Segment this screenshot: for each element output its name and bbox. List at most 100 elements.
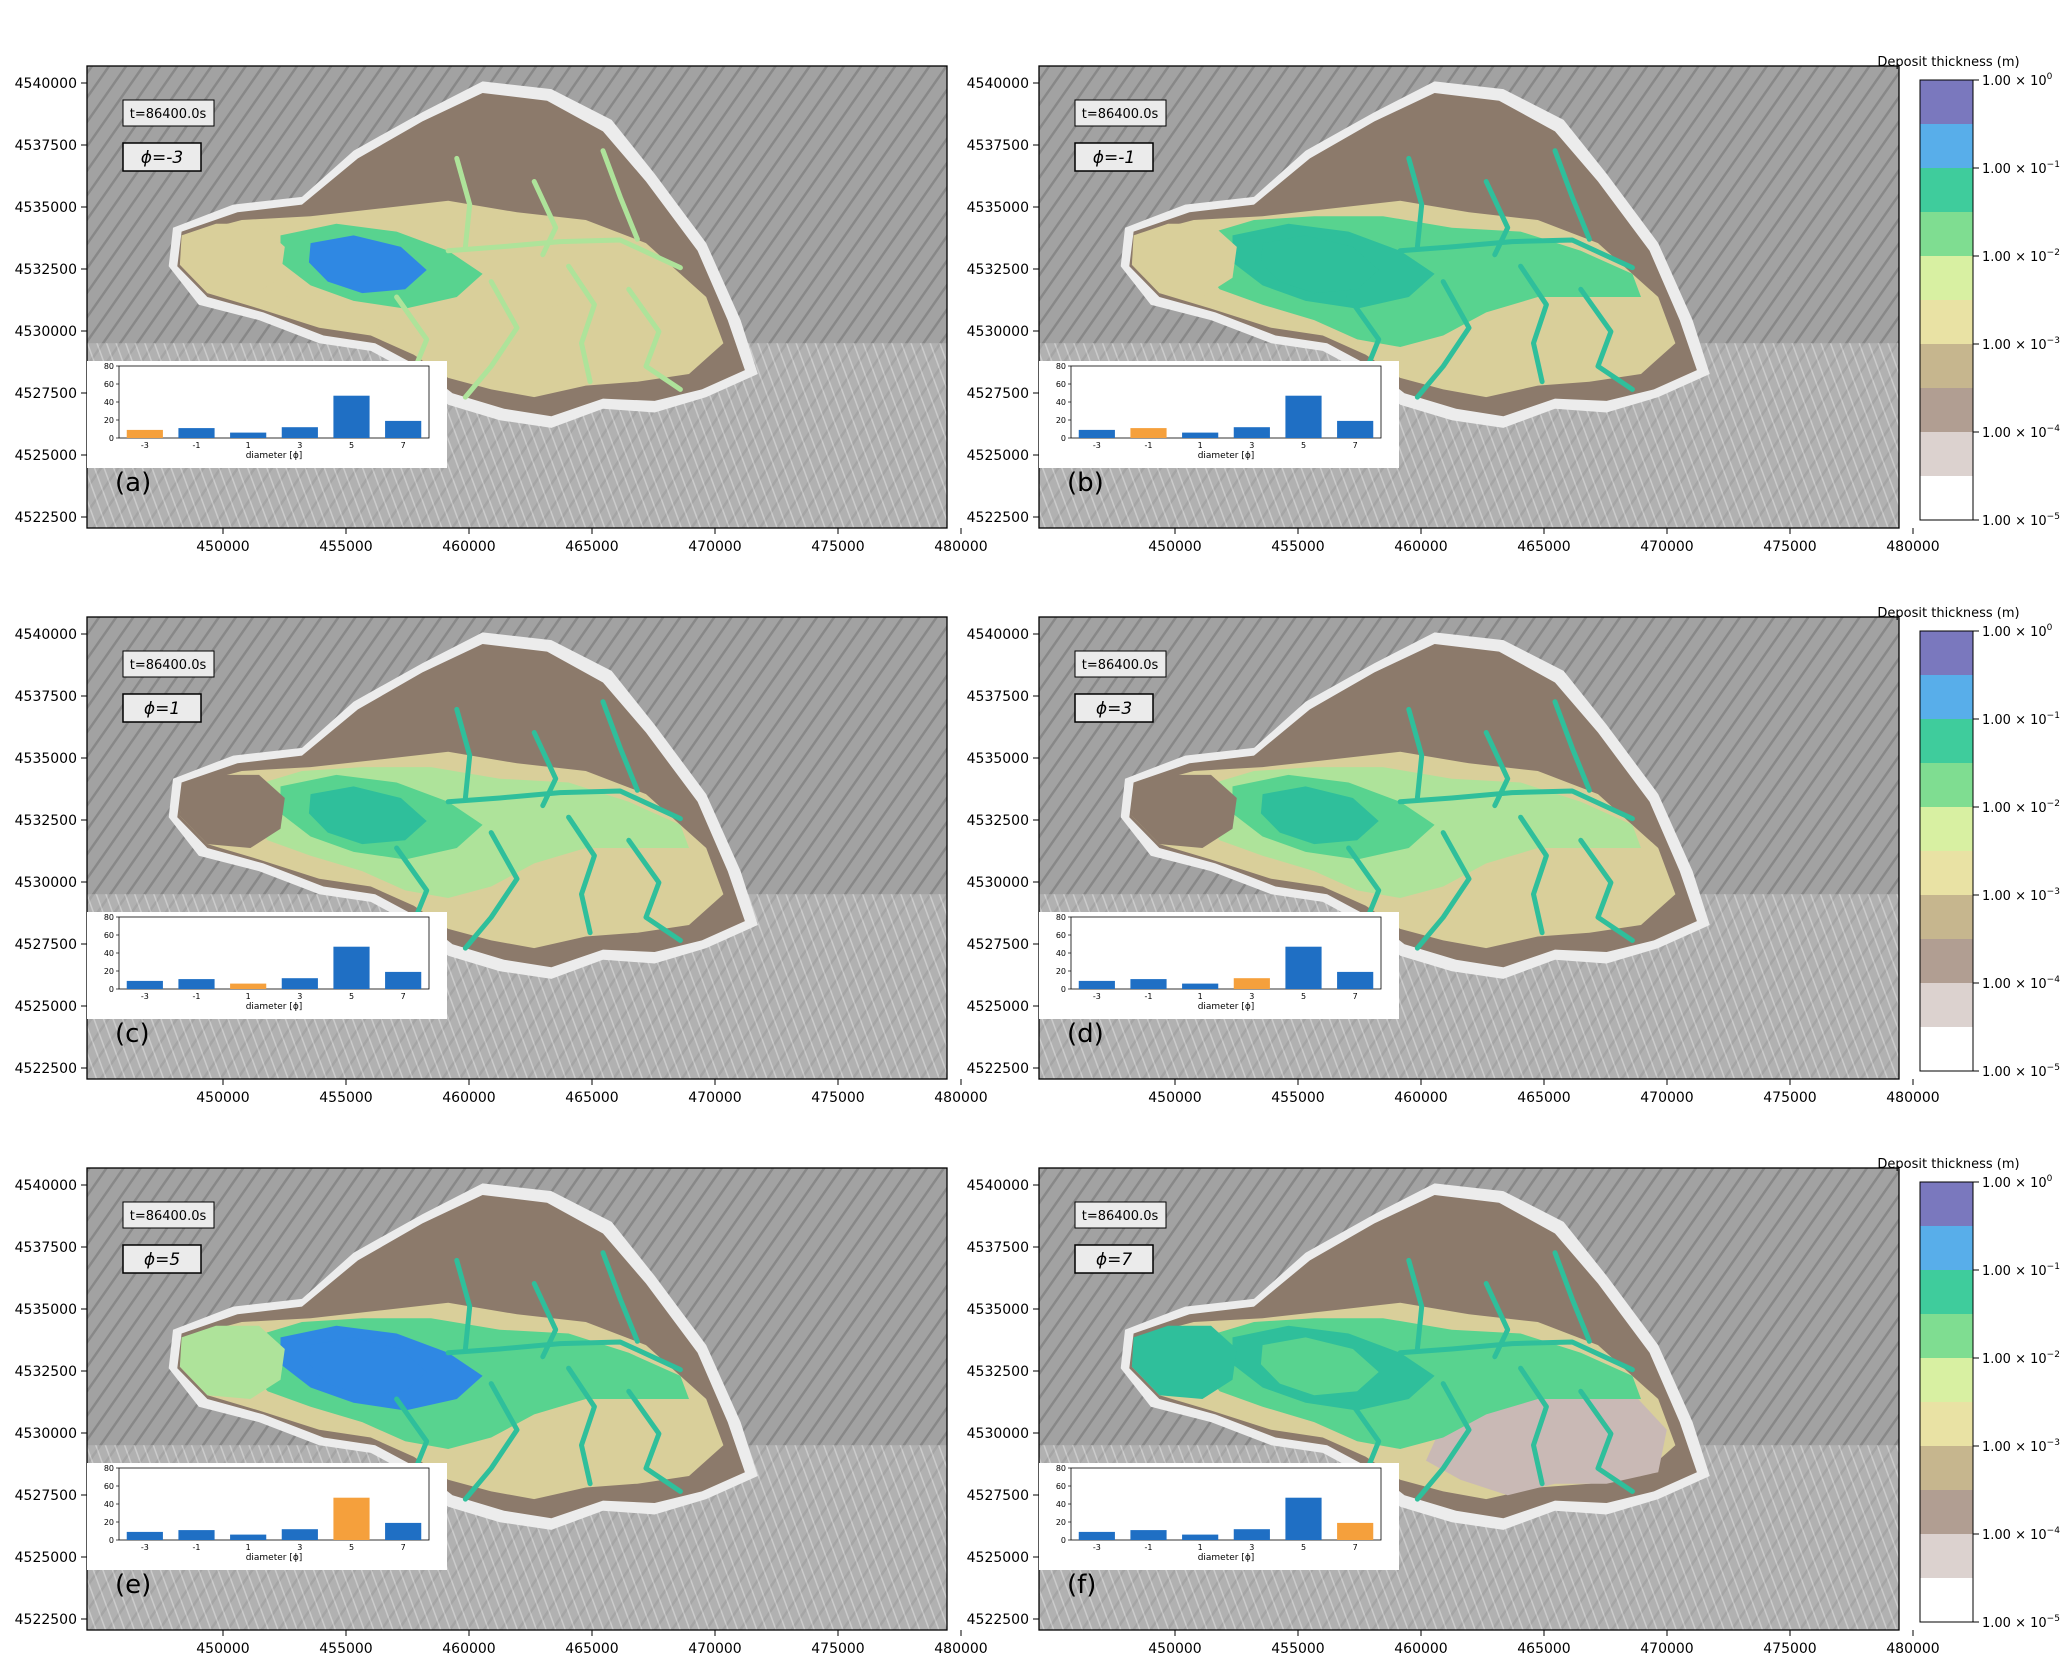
colorbar-band [1920, 388, 1973, 433]
colorbar-tick-label: 1.00 × 10−3 [1982, 336, 2060, 353]
deposit-channel [1406, 706, 1425, 801]
colorbar-tick-label: 1.00 × 10−3 [1982, 887, 2060, 904]
y-tick-label: 4535000 [967, 1302, 1029, 1318]
inset-bar [1182, 432, 1219, 438]
x-tick-label: 470000 [688, 1090, 741, 1106]
deposit-channel [462, 830, 520, 951]
deposit-channel [454, 706, 473, 801]
inset-x-tick-label: 1 [1198, 441, 1203, 450]
inset-x-tick-label: 5 [1301, 992, 1306, 1001]
x-tick-label: 455000 [319, 1090, 372, 1106]
time-label: t=86400.0s [130, 1209, 207, 1224]
deposit-channel [1518, 814, 1549, 936]
colorbars-layer: Deposit thickness (m) 1.00 × 100 1.00 × 10… [1877, 55, 2060, 1631]
y-tick-label: 4540000 [15, 1178, 77, 1194]
deposit-zone-deep [308, 786, 427, 845]
y-tick-label: 4525000 [967, 448, 1029, 464]
x-tick-label: 460000 [442, 1090, 495, 1106]
panel-letter: (a) [115, 468, 151, 498]
deposit-channel [600, 699, 640, 793]
inset-bar [281, 427, 318, 438]
inset-y-tick-label: 40 [1056, 398, 1066, 407]
inset-y-tick-label: 80 [104, 1464, 114, 1473]
inset-x-tick-label: -1 [193, 441, 201, 450]
inset-x-tick-label: -3 [1093, 992, 1101, 1001]
x-tick-label: 465000 [1517, 1641, 1570, 1657]
colorbar-band [1920, 1182, 1973, 1227]
colorbar-band [1920, 631, 1973, 676]
inset-x-tick-label: 5 [1301, 441, 1306, 450]
inset-y-tick-label: 60 [104, 931, 114, 940]
deposit-channel [566, 814, 597, 936]
inset-y-tick-label: 0 [1061, 434, 1066, 443]
phi-box [1074, 1244, 1154, 1274]
inset-bar [1337, 420, 1374, 438]
y-tick-label: 4522500 [967, 1061, 1029, 1077]
inset-x-tick-label: 3 [297, 1543, 302, 1552]
colorbar-band [1920, 124, 1973, 169]
x-tick-label: 455000 [319, 1641, 372, 1657]
colorbar-frame [1919, 1181, 1974, 1623]
inset-bar [281, 978, 318, 989]
map-frame [1038, 1167, 1900, 1631]
map-frame [1038, 65, 1900, 529]
inset-y-tick-label: 40 [104, 949, 114, 958]
x-tick-label: 465000 [565, 539, 618, 555]
y-tick-label: 4527500 [15, 937, 77, 953]
deposit-channel [1414, 830, 1472, 951]
deposit-channel [1406, 155, 1425, 250]
y-tick-label: 4537500 [15, 689, 77, 705]
colorbar-band [1920, 1534, 1973, 1579]
x-tick-label: 480000 [934, 1641, 987, 1657]
deposit-zone-deep [1260, 1337, 1379, 1396]
y-tick-label: 4532500 [15, 1364, 77, 1380]
phi-box [1074, 142, 1154, 172]
x-tick-label: 470000 [1640, 1090, 1693, 1106]
panel-letter: (d) [1067, 1019, 1104, 1049]
deposit-channel [531, 730, 559, 809]
deposit-channel [445, 1339, 683, 1373]
inset-bar [1337, 1522, 1374, 1540]
map-frame [86, 1167, 948, 1631]
deposit-channel [626, 286, 683, 392]
colorbar-band [1920, 1490, 1973, 1535]
deposit-channel [531, 1281, 559, 1360]
inset-bar [1130, 1530, 1167, 1540]
y-tick-label: 4540000 [15, 76, 77, 92]
inset-frame [1070, 916, 1382, 990]
inset-y-tick-label: 0 [109, 985, 114, 994]
colorbar-band [1920, 851, 1973, 896]
phi-label: ϕ=-1 [1093, 148, 1135, 168]
phi-box [1074, 693, 1154, 723]
inset-frame [1070, 1467, 1382, 1541]
inset-x-tick-label: 3 [297, 992, 302, 1001]
y-tick-label: 4525000 [15, 1550, 77, 1566]
x-tick-label: 475000 [1763, 1090, 1816, 1106]
colorbar-tick-label: 1.00 × 10−1 [1982, 711, 2060, 728]
colorbar-band [1920, 476, 1973, 521]
deposit-channel [1578, 1388, 1635, 1494]
deposit-channel [445, 788, 683, 822]
x-tick-label: 460000 [1394, 539, 1447, 555]
inset-bar [1285, 395, 1322, 438]
inset-y-tick-label: 20 [1056, 967, 1066, 976]
inset-y-tick-label: 60 [104, 380, 114, 389]
inset-bar [178, 428, 215, 438]
inset-xlabel: diameter [ϕ] [1198, 1002, 1255, 1012]
time-label: t=86400.0s [1082, 658, 1159, 673]
colorbar-band [1920, 80, 1973, 125]
map-frame [86, 65, 948, 529]
inset-bar [1078, 980, 1115, 989]
inset-bar [230, 432, 267, 438]
inset-xlabel: diameter [ϕ] [246, 1002, 303, 1012]
deposit-channel [1397, 237, 1635, 271]
y-tick-label: 4532500 [967, 262, 1029, 278]
deposit-zone-deep [1260, 786, 1379, 845]
colorbar-band [1920, 344, 1973, 389]
inset-bar [1078, 429, 1115, 438]
deposit-channel [1414, 279, 1472, 400]
x-tick-label: 450000 [196, 1641, 249, 1657]
deposit-channel [1483, 730, 1511, 809]
colorbar-1: Deposit thickness (m) 1.00 × 100 1.00 × 10… [1877, 55, 2060, 529]
inset-bar [1182, 983, 1219, 989]
